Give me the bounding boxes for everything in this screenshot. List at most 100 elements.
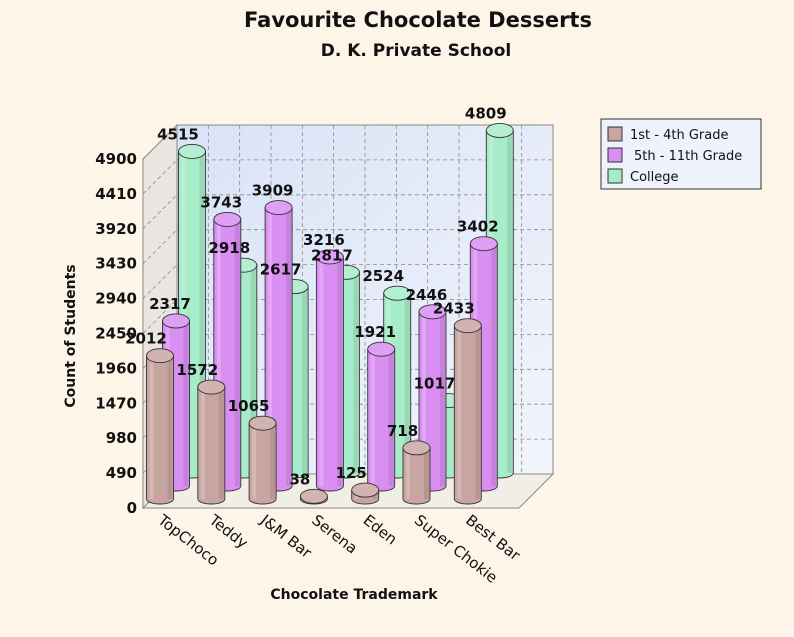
bar-0-5 bbox=[402, 440, 431, 505]
gridline-side bbox=[142, 194, 178, 230]
value-labels: 4515 2317 2012 2918 3743 1572 2617 3909 1065 2817… bbox=[125, 104, 507, 488]
cylinder-shade bbox=[199, 151, 205, 473]
value-label-0-0: 2012 bbox=[125, 330, 167, 348]
cylinder-top bbox=[315, 249, 344, 265]
cylinder-shade bbox=[491, 243, 497, 486]
cylinder-top bbox=[178, 143, 206, 159]
cylinder-top bbox=[485, 123, 514, 138]
bar-0-0 bbox=[146, 348, 174, 505]
cylinder-top bbox=[299, 488, 328, 504]
value-label-1-3: 3216 bbox=[303, 231, 345, 249]
cylinder-top bbox=[418, 304, 447, 320]
value-label-1-4: 1921 bbox=[354, 323, 396, 341]
cylinder-shade bbox=[302, 286, 308, 473]
bar-0-1 bbox=[197, 379, 226, 505]
cylinder-top bbox=[162, 313, 190, 329]
cylinder-shade bbox=[167, 355, 173, 499]
cylinder-shade bbox=[234, 219, 240, 486]
value-label-2-4: 2524 bbox=[362, 267, 404, 285]
cylinder-shade bbox=[353, 272, 359, 473]
value-label-2-3: 2817 bbox=[311, 246, 353, 264]
y-tick-label: 3430 bbox=[95, 255, 137, 273]
cylinder-shade bbox=[183, 320, 189, 486]
cylinder-highlight bbox=[370, 349, 375, 486]
value-label-1-5: 2446 bbox=[406, 286, 448, 304]
value-label-1-6: 3402 bbox=[457, 218, 499, 236]
cylinder-shade bbox=[388, 349, 394, 486]
cylinder-shade bbox=[250, 265, 256, 473]
cylinder-highlight bbox=[457, 325, 462, 499]
cylinder-highlight bbox=[181, 151, 186, 473]
value-label-0-6: 2433 bbox=[433, 300, 475, 318]
bar-0-2 bbox=[248, 415, 277, 505]
cylinder-top bbox=[402, 440, 431, 456]
gridline-side bbox=[142, 264, 178, 299]
legend-box bbox=[600, 118, 762, 190]
y-tick-label: 3920 bbox=[95, 220, 137, 238]
legend-swatch-1 bbox=[607, 147, 623, 163]
value-label-1-2: 3909 bbox=[252, 182, 294, 200]
y-tick-label: 2450 bbox=[95, 325, 137, 343]
value-label-0-5: 718 bbox=[387, 422, 418, 440]
cylinder-shade bbox=[218, 387, 224, 499]
bar-0-6 bbox=[453, 318, 482, 505]
bar-0-4 bbox=[351, 482, 380, 505]
value-label-1-0: 2317 bbox=[149, 295, 191, 313]
legend: 1st - 4th Grade 5th - 11th Grade College bbox=[600, 118, 762, 190]
cylinder-highlight bbox=[200, 387, 205, 499]
category-label-2: J&M Bar bbox=[256, 510, 315, 562]
cylinder-top bbox=[197, 379, 226, 395]
gridline-side bbox=[142, 299, 178, 334]
bar-1-4 bbox=[367, 341, 396, 492]
cylinder-top bbox=[213, 211, 242, 227]
y-tick-label: 2940 bbox=[95, 290, 137, 308]
cylinder-highlight bbox=[319, 256, 324, 486]
value-label-2-0: 4515 bbox=[157, 125, 199, 143]
value-label-2-5: 1017 bbox=[414, 375, 456, 393]
value-label-2-6: 4809 bbox=[465, 104, 507, 122]
legend-swatch-2 bbox=[607, 168, 623, 184]
chart-title: Favourite Chocolate Desserts bbox=[244, 8, 592, 32]
cylinder-shade bbox=[507, 130, 513, 473]
bar-0-3 bbox=[299, 488, 328, 505]
cylinder-top bbox=[351, 482, 380, 498]
cylinder-highlight bbox=[268, 207, 273, 486]
cylinder-top bbox=[146, 348, 174, 364]
y-tick-label: 4900 bbox=[95, 150, 137, 168]
cylinder-top bbox=[453, 318, 482, 334]
cylinder-shade bbox=[270, 423, 276, 499]
cylinder-highlight bbox=[406, 447, 410, 499]
y-axis-ticks: 0 490 980 1470 1960 2450 2940 3430 3920 4410 4900 bbox=[95, 150, 137, 517]
cylinder-shade bbox=[337, 256, 343, 486]
legend-swatch-0 bbox=[607, 126, 623, 142]
cylinder-top bbox=[383, 285, 412, 301]
value-label-0-4: 125 bbox=[336, 464, 367, 482]
gridline-side bbox=[142, 159, 178, 195]
bar-1-3 bbox=[315, 249, 344, 492]
value-label-1-1: 3743 bbox=[200, 193, 242, 211]
y-axis-title: Count of Students bbox=[63, 264, 79, 407]
cylinder-top bbox=[469, 236, 498, 252]
value-label-0-2: 1065 bbox=[228, 397, 270, 415]
cylinder-highlight bbox=[422, 311, 426, 486]
cylinder-highlight bbox=[216, 219, 221, 486]
value-label-2-1: 2918 bbox=[208, 239, 250, 257]
chart-subtitle: D. K. Private School bbox=[321, 41, 511, 61]
legend-label-2: College bbox=[630, 170, 679, 185]
value-label-0-3: 38 bbox=[289, 470, 310, 488]
cylinder-shade bbox=[440, 311, 445, 486]
y-tick-label: 4410 bbox=[95, 185, 137, 203]
cylinder-top bbox=[264, 200, 293, 216]
cylinder-top bbox=[248, 415, 277, 431]
value-label-2-2: 2617 bbox=[260, 261, 302, 279]
cylinder-shade bbox=[424, 447, 429, 499]
legend-label-1: 5th - 11th Grade bbox=[634, 149, 742, 164]
category-label-4: Eden bbox=[360, 511, 401, 548]
gridline-side bbox=[142, 124, 178, 160]
legend-label-0: 1st - 4th Grade bbox=[630, 128, 728, 143]
cylinder-shade bbox=[475, 325, 481, 499]
y-tick-label: 490 bbox=[106, 464, 137, 482]
y-tick-label: 1960 bbox=[95, 359, 137, 377]
cylinder-highlight bbox=[149, 355, 154, 499]
